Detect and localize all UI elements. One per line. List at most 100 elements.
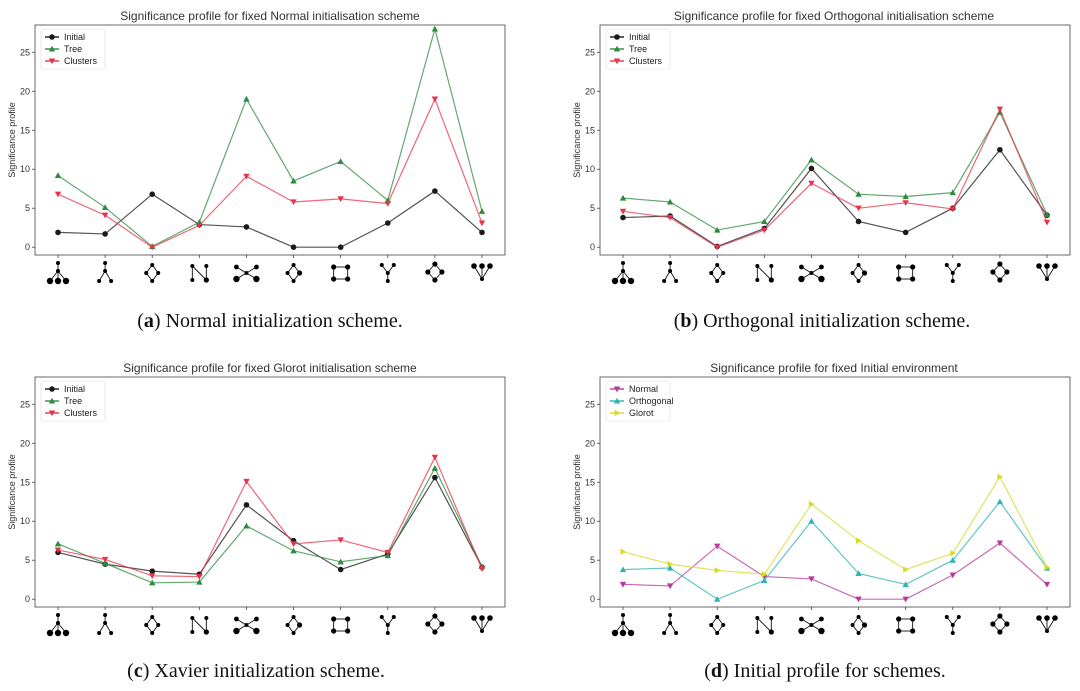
- panel-d-caption-label: d: [711, 660, 722, 682]
- y-tick-label: 5: [25, 203, 30, 213]
- data-point: [997, 146, 1003, 153]
- legend-label-tree: Tree: [64, 44, 82, 54]
- data-point: [337, 558, 344, 565]
- data-point: [855, 596, 862, 603]
- motif-node: [809, 271, 814, 275]
- motif-node: [809, 623, 814, 627]
- data-point: [101, 556, 109, 563]
- data-point: [337, 244, 344, 251]
- motif-node: [234, 264, 239, 270]
- motif-node: [850, 271, 855, 275]
- panel-c-caption-label: c: [134, 660, 143, 682]
- data-point: [808, 500, 815, 508]
- motif-node: [910, 276, 916, 282]
- x-tick-motif-5: [233, 616, 260, 635]
- motif-node: [480, 277, 484, 281]
- motif-node: [709, 271, 714, 275]
- motif-node: [479, 615, 485, 621]
- data-point: [855, 205, 862, 212]
- motif-node: [944, 263, 949, 267]
- motif-node: [150, 631, 155, 635]
- motif-edge: [757, 617, 772, 633]
- motif-node: [798, 627, 805, 635]
- motif-node: [956, 263, 961, 267]
- data-point: [431, 96, 439, 103]
- motif-node: [768, 629, 774, 635]
- x-tick-motif-2: [97, 261, 114, 283]
- motif-node: [850, 623, 855, 627]
- motif-node: [471, 615, 477, 621]
- x-tick-motif-4: [190, 616, 209, 635]
- motif-edge: [192, 617, 207, 633]
- data-point: [290, 541, 297, 548]
- motif-node: [799, 616, 804, 622]
- data-point: [55, 229, 61, 236]
- data-point: [714, 543, 721, 550]
- series-line: [622, 111, 1048, 231]
- y-tick-label: 0: [25, 242, 30, 252]
- panel-c-caption: (c) Xavier initialization scheme.: [127, 660, 385, 682]
- motif-node: [439, 269, 445, 275]
- x-tick-motif-3: [709, 263, 726, 283]
- motif-node: [432, 629, 438, 635]
- data-point: [290, 177, 297, 184]
- motif-node: [285, 623, 290, 627]
- data-point: [101, 204, 109, 211]
- data-point: [761, 577, 768, 584]
- y-tick-label: 15: [585, 125, 595, 135]
- data-point: [808, 576, 815, 583]
- panel-b-caption-label: b: [680, 310, 691, 332]
- data-point: [714, 226, 721, 233]
- motif-node: [627, 277, 635, 285]
- motif-node: [471, 263, 477, 269]
- series-initial: [55, 188, 485, 251]
- legend-label-initial: Initial: [64, 32, 85, 42]
- motif-node: [997, 277, 1003, 283]
- y-tick-label: 15: [585, 477, 595, 487]
- data-point: [478, 208, 486, 214]
- motif-node: [56, 621, 60, 625]
- motif-node: [487, 615, 493, 621]
- panel-d-caption: (d) Initial profile for schemes.: [704, 660, 946, 682]
- x-tick-motif-10: [1036, 615, 1058, 633]
- motif-node: [818, 275, 825, 283]
- motif-node: [715, 631, 720, 635]
- y-tick-label: 20: [20, 86, 30, 96]
- series-initial: [55, 474, 485, 578]
- data-point: [902, 229, 909, 236]
- motif-node: [715, 263, 720, 267]
- motif-node: [487, 263, 493, 269]
- legend-label-glorot: Glorot: [629, 408, 654, 418]
- motif-node: [385, 631, 390, 635]
- y-tick-label: 20: [585, 86, 595, 96]
- x-tick-motif-1: [46, 261, 70, 285]
- series-clusters: [54, 96, 486, 251]
- legend-label-normal: Normal: [629, 384, 658, 394]
- motif-node: [234, 616, 239, 622]
- data-point: [54, 540, 62, 547]
- motif-edge: [192, 265, 207, 281]
- x-tick-motif-7: [896, 616, 916, 634]
- data-point: [337, 566, 344, 573]
- x-tick-motif-5: [798, 616, 825, 635]
- motif-node: [345, 628, 351, 634]
- legend-label-initial: Initial: [629, 32, 650, 42]
- data-point: [290, 244, 297, 251]
- plot-frame: [34, 376, 506, 608]
- panel-a-title: Significance profile for fixed Normal in…: [120, 9, 420, 23]
- series-line: [622, 148, 1048, 248]
- data-point: [337, 158, 344, 165]
- y-axis-label: Significance profile: [572, 454, 582, 530]
- data-point: [620, 214, 626, 221]
- plot-frame: [599, 376, 1071, 608]
- data-point: [101, 560, 109, 566]
- motif-node: [621, 613, 625, 617]
- data-point: [761, 571, 768, 578]
- x-tick-motif-4: [190, 264, 209, 283]
- legend-marker: [614, 409, 621, 417]
- motif-node: [103, 621, 108, 625]
- data-point: [808, 518, 815, 524]
- y-tick-label: 15: [20, 477, 30, 487]
- data-point: [808, 180, 815, 187]
- motif-node: [856, 263, 861, 267]
